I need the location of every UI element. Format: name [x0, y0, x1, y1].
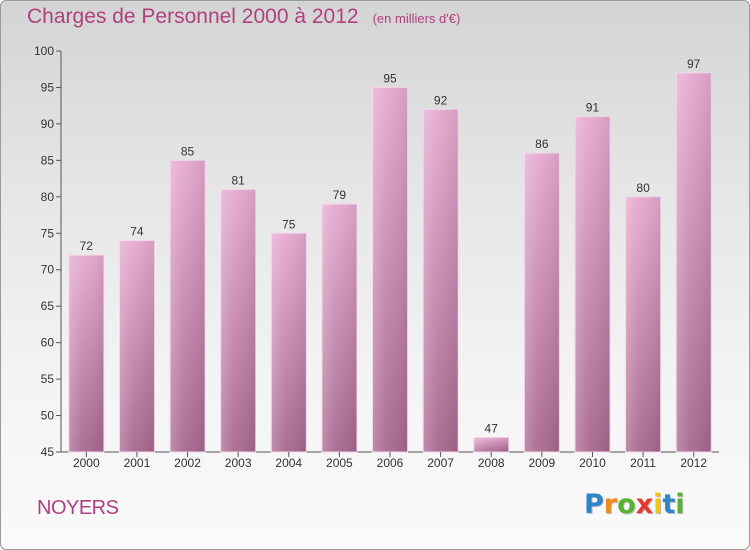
- bar-shine: [271, 233, 307, 452]
- x-tick-label: 2010: [579, 456, 606, 470]
- bar-shine: [170, 160, 206, 452]
- bar-shine: [423, 109, 459, 452]
- y-tick-label: 60: [41, 336, 55, 350]
- x-tick-label: 2004: [275, 456, 302, 470]
- bar-shine: [524, 153, 560, 452]
- bar-shine: [68, 255, 104, 452]
- x-tick-label: 2003: [225, 456, 252, 470]
- logo-letter: t: [662, 489, 676, 520]
- x-tick-label: 2011: [630, 456, 656, 470]
- y-tick-label: 45: [41, 445, 55, 459]
- bar-shine: [372, 87, 408, 453]
- y-tick-label: 70: [41, 263, 55, 277]
- y-tick-label: 85: [41, 153, 55, 167]
- bar-value-label: 80: [636, 181, 650, 195]
- bar-value-label: 86: [535, 137, 549, 151]
- y-tick-label: 100: [34, 44, 54, 58]
- bar-value-label: 95: [383, 71, 397, 85]
- bar-value-label: 72: [80, 239, 94, 253]
- logo-letter: r: [603, 489, 618, 520]
- place-name: NOYERS: [37, 497, 119, 519]
- x-tick-label: 2000: [73, 456, 100, 470]
- bar-shine: [220, 189, 256, 452]
- x-tick-label: 2002: [174, 456, 201, 470]
- logo-letter: i: [653, 489, 663, 520]
- bar-value-label: 74: [130, 225, 144, 239]
- title-text: Charges de Personnel 2000 à 2012: [27, 5, 359, 28]
- bar-value-label: 47: [485, 421, 499, 435]
- y-tick-label: 50: [41, 409, 55, 423]
- bar-shine: [676, 72, 712, 452]
- bar-shine: [119, 240, 155, 452]
- logo-letter: i: [675, 489, 685, 520]
- logo-letter: x: [635, 489, 654, 520]
- x-tick-label: 2009: [528, 456, 555, 470]
- bar-value-label: 91: [586, 101, 600, 115]
- x-tick-label: 2006: [377, 456, 404, 470]
- logo-letter: P: [584, 489, 604, 520]
- chart-subtitle: (en milliers d'€): [372, 11, 461, 26]
- bar-value-label: 85: [181, 144, 195, 158]
- bar-value-label: 75: [282, 217, 296, 231]
- bar-value-label: 79: [333, 188, 347, 202]
- bar-value-label: 97: [687, 57, 701, 71]
- x-tick-label: 2008: [478, 456, 505, 470]
- y-tick-label: 90: [41, 117, 55, 131]
- x-tick-label: 2012: [680, 456, 707, 470]
- x-tick-label: 2001: [124, 456, 151, 470]
- bar-shine: [625, 196, 661, 452]
- x-tick-label: 2007: [427, 456, 454, 470]
- x-tick-label: 2005: [326, 456, 353, 470]
- proxiti-logo[interactable]: Proxiti: [584, 489, 685, 520]
- logo-letter: o: [617, 489, 636, 520]
- bar-shine: [321, 204, 357, 452]
- bar-shine: [574, 116, 610, 453]
- chart-title: Charges de Personnel 2000 à 2012 (en mill…: [27, 5, 460, 29]
- y-tick-label: 75: [41, 226, 55, 240]
- y-tick-label: 65: [41, 299, 55, 313]
- y-tick-label: 55: [41, 372, 55, 386]
- bar-value-label: 92: [434, 93, 448, 107]
- y-tick-label: 95: [41, 80, 55, 94]
- bar-value-label: 81: [231, 174, 245, 188]
- y-tick-label: 80: [41, 190, 55, 204]
- bar-shine: [473, 437, 509, 452]
